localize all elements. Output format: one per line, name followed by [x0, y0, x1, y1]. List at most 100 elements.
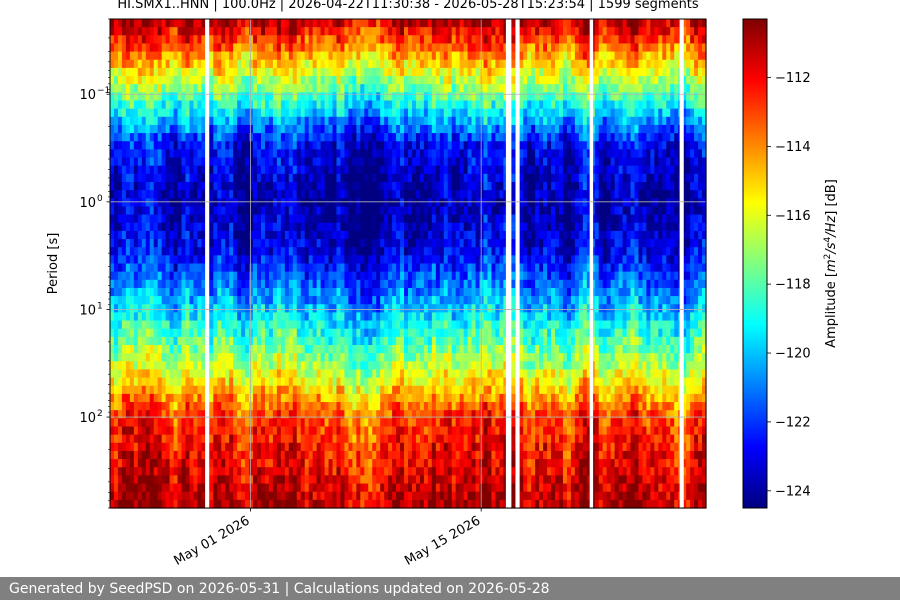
heatmap-cell	[328, 67, 334, 77]
heatmap-cell	[280, 173, 286, 183]
heatmap-cell	[276, 116, 282, 126]
heatmap-cell	[209, 198, 214, 208]
heatmap-cell	[483, 108, 489, 118]
heatmap-cell	[141, 214, 147, 224]
heatmap-cell	[400, 279, 405, 289]
heatmap-cell	[455, 214, 461, 224]
heatmap-cell	[562, 100, 568, 110]
heatmap-cell	[574, 271, 580, 281]
heatmap-cell	[133, 206, 139, 216]
heatmap-cell	[376, 198, 381, 208]
heatmap-cell	[133, 124, 139, 134]
heatmap-cell	[423, 51, 429, 61]
heatmap-cell	[380, 76, 385, 85]
heatmap-cell	[213, 222, 218, 232]
heatmap-cell	[702, 271, 707, 281]
heatmap-cell	[161, 157, 167, 167]
heatmap-cell	[288, 165, 294, 175]
heatmap-cell	[419, 108, 425, 118]
heatmap-cell	[551, 27, 556, 36]
heatmap-cell	[582, 92, 588, 102]
heatmap-cell	[570, 92, 576, 102]
heatmap-cell	[610, 35, 616, 45]
heatmap-cell	[324, 239, 330, 248]
heatmap-cell	[451, 67, 457, 77]
heatmap-cell	[662, 51, 667, 61]
heatmap-cell	[340, 222, 346, 232]
heatmap-cell	[606, 19, 612, 28]
heatmap-cell	[348, 100, 353, 110]
heatmap-cell	[702, 27, 707, 36]
heatmap-cell	[121, 116, 127, 126]
heatmap-cell	[157, 263, 163, 273]
heatmap-cell	[527, 271, 532, 281]
heatmap-cell	[292, 92, 298, 102]
heatmap-cell	[209, 287, 214, 297]
heatmap-cell	[145, 59, 151, 69]
heatmap-cell	[606, 133, 612, 142]
heatmap-cell	[566, 35, 572, 45]
heatmap-cell	[471, 84, 477, 93]
heatmap-cell	[237, 35, 242, 45]
heatmap-cell	[221, 271, 226, 281]
heatmap-cell	[221, 108, 226, 118]
heatmap-cell	[666, 279, 671, 289]
heatmap-cell	[145, 279, 151, 289]
heatmap-cell	[225, 222, 230, 232]
heatmap-cell	[129, 279, 135, 289]
heatmap-cell	[348, 279, 353, 289]
heatmap-cell	[121, 222, 127, 232]
heatmap-cell	[431, 157, 437, 167]
heatmap-cell	[300, 247, 306, 256]
heatmap-cell	[320, 263, 326, 273]
heatmap-cell	[463, 279, 469, 289]
heatmap-cell	[396, 222, 401, 232]
heatmap-cell	[260, 84, 266, 93]
heatmap-cell	[165, 214, 171, 224]
heatmap-cell	[376, 182, 381, 191]
heatmap-cell	[141, 51, 147, 61]
heatmap-cell	[451, 116, 457, 126]
heatmap-cell	[177, 247, 183, 256]
heatmap-cell	[249, 165, 254, 175]
heatmap-cell	[344, 84, 349, 93]
heatmap-cell	[396, 173, 401, 183]
heatmap-cell	[455, 43, 461, 53]
heatmap-cell	[447, 133, 453, 142]
heatmap-cell	[368, 43, 373, 53]
heatmap-cell	[435, 76, 441, 85]
heatmap-cell	[221, 206, 226, 216]
heatmap-cell	[237, 19, 242, 28]
heatmap-cell	[149, 67, 155, 77]
heatmap-cell	[408, 124, 413, 134]
heatmap-cell	[610, 263, 616, 273]
heatmap-cell	[288, 255, 294, 265]
heatmap-cell	[523, 84, 528, 93]
heatmap-cell	[189, 182, 195, 191]
heatmap-cell	[574, 206, 580, 216]
heatmap-cell	[360, 165, 365, 175]
heatmap-cell	[487, 230, 493, 240]
heatmap-cell	[229, 198, 234, 208]
heatmap-cell	[574, 255, 580, 265]
heatmap-cell	[201, 255, 206, 265]
heatmap-cell	[535, 19, 540, 28]
heatmap-cell	[626, 35, 632, 45]
heatmap-cell	[272, 67, 278, 77]
heatmap-cell	[296, 149, 302, 159]
heatmap-cell	[531, 43, 536, 53]
heatmap-cell	[221, 157, 226, 167]
heatmap-cell	[260, 222, 266, 232]
heatmap-cell	[666, 19, 671, 28]
heatmap-cell	[221, 43, 226, 53]
heatmap-cell	[133, 76, 139, 85]
heatmap-cell	[551, 239, 556, 248]
heatmap-cell	[364, 165, 369, 175]
heatmap-cell	[511, 67, 516, 77]
heatmap-cell	[439, 67, 445, 77]
heatmap-cell	[280, 157, 286, 167]
heatmap-cell	[113, 214, 119, 224]
heatmap-cell	[646, 59, 651, 69]
heatmap-cell	[201, 182, 206, 191]
heatmap-cell	[169, 108, 175, 118]
